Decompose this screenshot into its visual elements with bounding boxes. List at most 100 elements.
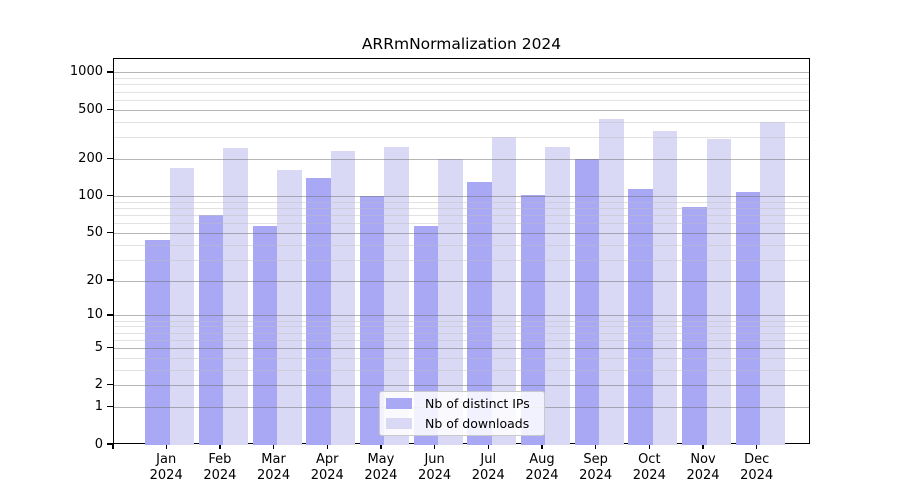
- legend-label-distinct-ips: Nb of distinct IPs: [425, 396, 530, 412]
- x-axis-tick-mark: [326, 444, 328, 449]
- bar-ips-oct-2024: [628, 189, 653, 445]
- y-axis-tick-label: 20: [86, 272, 103, 288]
- bar-ips-jan-2024: [145, 240, 170, 445]
- y-gridline-minor: [114, 332, 809, 334]
- y-gridline-major: [114, 109, 809, 111]
- bar-ips-mar-2024: [252, 226, 278, 445]
- legend-swatch-distinct-ips-icon: [386, 398, 412, 410]
- x-axis-tick-mark: [756, 444, 758, 449]
- y-axis-tick-label: 5: [94, 340, 103, 355]
- x-tick-month: Sep: [583, 452, 608, 467]
- x-tick-year: 2024: [310, 467, 344, 483]
- x-axis-tick-label: Jun 2024: [403, 452, 467, 483]
- y-gridline-major: [114, 158, 809, 160]
- y-gridline-major: [114, 280, 809, 282]
- y-axis-tick-label: 2: [94, 377, 103, 393]
- bar-ips-feb-2024: [198, 215, 224, 445]
- y-axis-tick-label: 0: [94, 436, 103, 452]
- x-tick-year: 2024: [686, 467, 720, 483]
- x-tick-month: Mar: [261, 452, 286, 467]
- x-tick-month: Oct: [638, 452, 661, 467]
- y-gridline-minor: [114, 84, 809, 86]
- bar-ips-nov-2024: [682, 207, 707, 445]
- y-axis-tick-label: 50: [86, 224, 103, 240]
- y-gridline-major: [114, 72, 809, 74]
- bar-ips-dec-2024: [735, 191, 761, 445]
- y-axis-tick-mark: [107, 71, 113, 73]
- x-axis-tick-mark: [165, 444, 167, 449]
- y-gridline-minor: [114, 223, 809, 225]
- y-gridline-major: [114, 348, 809, 349]
- x-tick-year: 2024: [257, 467, 291, 483]
- y-gridline-minor: [114, 78, 809, 80]
- x-tick-month: Feb: [208, 452, 232, 467]
- y-gridline-minor: [114, 214, 809, 216]
- plot-area: [113, 58, 810, 445]
- chart-title: ARRmNormalization 2024: [361, 35, 562, 53]
- y-gridline-major: [114, 315, 809, 317]
- x-axis-tick-label: Nov 2024: [671, 452, 735, 483]
- x-tick-month: Apr: [315, 452, 339, 467]
- y-gridline-major: [114, 385, 809, 387]
- bar-downloads-dec-2024: [760, 122, 785, 445]
- x-tick-year: 2024: [632, 467, 666, 483]
- x-axis-tick-label: Feb 2024: [188, 452, 252, 483]
- x-tick-year: 2024: [525, 467, 559, 483]
- x-axis-tick-label: Jan 2024: [134, 452, 198, 483]
- bar-downloads-mar-2024: [277, 170, 302, 445]
- y-gridline-minor: [114, 207, 809, 209]
- bar-downloads-jan-2024: [169, 168, 195, 445]
- x-tick-year: 2024: [418, 467, 452, 483]
- x-axis-tick-label: May 2024: [349, 452, 413, 483]
- y-gridline-major: [114, 195, 809, 197]
- y-axis-tick-mark: [107, 346, 113, 349]
- y-gridline-minor: [114, 339, 809, 341]
- x-axis-tick-label: Jul 2024: [456, 452, 520, 483]
- y-gridline-minor: [114, 244, 809, 246]
- y-gridline-minor: [114, 201, 809, 203]
- x-axis-tick-label: Mar 2024: [242, 452, 306, 483]
- x-tick-month: Jun: [424, 452, 445, 467]
- x-axis-edge-tick-mark: [112, 444, 114, 449]
- y-axis-tick-label: 500: [78, 101, 103, 117]
- y-axis-tick-mark: [107, 443, 113, 445]
- bar-downloads-nov-2024: [706, 138, 731, 445]
- y-axis-tick-mark: [107, 194, 113, 197]
- x-tick-year: 2024: [149, 467, 183, 483]
- x-axis-tick-mark: [380, 444, 382, 449]
- bar-downloads-aug-2024: [545, 147, 570, 445]
- x-tick-month: May: [367, 452, 395, 467]
- legend-item-distinct-ips: Nb of distinct IPs: [380, 396, 544, 411]
- x-tick-month: Jul: [480, 452, 497, 467]
- x-tick-year: 2024: [579, 467, 613, 483]
- legend-swatch-downloads-icon: [386, 417, 412, 429]
- x-axis-tick-label: Aug 2024: [510, 452, 574, 483]
- x-tick-year: 2024: [203, 467, 237, 483]
- y-axis-tick-mark: [107, 384, 113, 386]
- x-axis-tick-label: Apr 2024: [295, 452, 359, 483]
- y-axis-tick-mark: [107, 279, 113, 281]
- y-gridline-minor: [114, 326, 809, 328]
- y-gridline-minor: [114, 320, 809, 322]
- y-axis-tick-label: 1: [94, 399, 103, 415]
- y-gridline-major: [114, 232, 809, 234]
- bar-downloads-sep-2024: [599, 119, 624, 445]
- x-axis-tick-label: Sep 2024: [564, 452, 628, 483]
- bar-downloads-apr-2024: [330, 150, 356, 445]
- y-axis-tick-label: 200: [78, 150, 103, 166]
- x-axis-tick-mark: [702, 444, 704, 449]
- x-axis-tick-mark: [648, 444, 650, 449]
- x-axis-tick-label: Oct 2024: [617, 452, 681, 483]
- x-axis-tick-mark: [272, 444, 275, 449]
- x-tick-year: 2024: [364, 467, 398, 483]
- y-axis-tick-label: 100: [78, 187, 103, 203]
- x-axis-tick-mark: [541, 444, 543, 449]
- bar-ips-apr-2024: [306, 178, 331, 445]
- legend-label-downloads: Nb of downloads: [425, 415, 530, 431]
- y-axis-tick-label: 1000: [69, 64, 103, 80]
- y-axis-tick-mark: [107, 157, 113, 160]
- x-axis-tick-label: Dec 2024: [725, 452, 789, 483]
- bar-ips-sep-2024: [574, 159, 600, 445]
- y-axis-tick-mark: [107, 406, 113, 408]
